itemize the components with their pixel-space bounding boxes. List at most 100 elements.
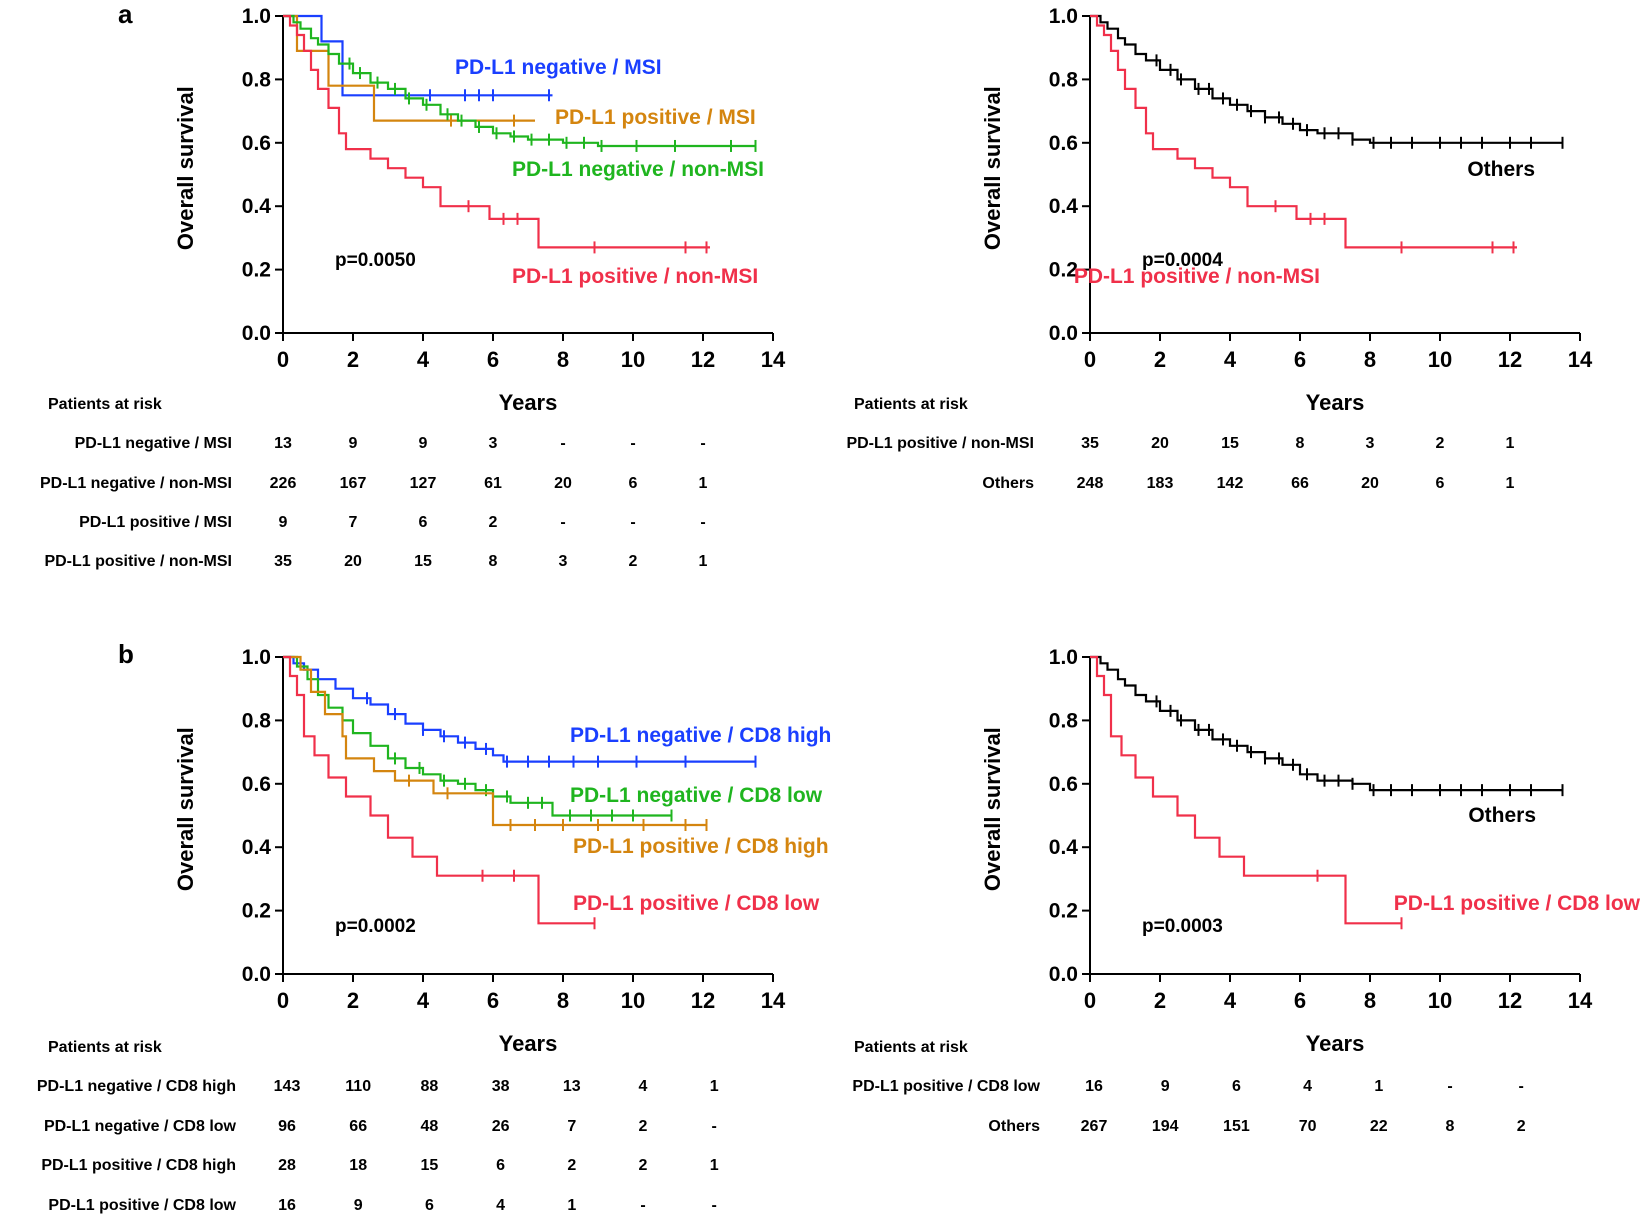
risk-count: 66 bbox=[1291, 475, 1309, 492]
curve-label: PD-L1 positive / CD8 high bbox=[573, 835, 829, 858]
risk-count: - bbox=[712, 1197, 717, 1214]
curve-label: Others bbox=[1468, 804, 1536, 827]
risk-count: 4 bbox=[639, 1078, 648, 1095]
x-tick-label: 8 bbox=[1364, 347, 1376, 372]
risk-count: 9 bbox=[1161, 1078, 1170, 1095]
x-tick-label: 8 bbox=[557, 347, 569, 372]
risk-count: - bbox=[1447, 1078, 1452, 1095]
risk-count: 6 bbox=[419, 514, 428, 531]
risk-count: 20 bbox=[344, 553, 362, 570]
y-tick-label: 0.8 bbox=[1049, 709, 1079, 732]
x-tick-label: 6 bbox=[487, 347, 499, 372]
panel-letter: a bbox=[118, 0, 133, 29]
risk-table-title: Patients at risk bbox=[48, 1039, 162, 1056]
risk-count: 8 bbox=[1296, 435, 1305, 452]
risk-count: 16 bbox=[278, 1197, 296, 1214]
y-tick-label: 0.6 bbox=[242, 132, 271, 155]
risk-row-label: PD-L1 positive / CD8 low bbox=[48, 1197, 236, 1214]
risk-count: 248 bbox=[1077, 475, 1104, 492]
risk-count: 6 bbox=[1232, 1078, 1241, 1095]
risk-count: 127 bbox=[410, 475, 437, 492]
x-tick-label: 6 bbox=[1294, 347, 1306, 372]
curve-label: PD-L1 negative / non-MSI bbox=[512, 158, 764, 181]
x-tick-label: 14 bbox=[1568, 988, 1593, 1013]
risk-count: 61 bbox=[484, 475, 502, 492]
risk-count: 151 bbox=[1223, 1118, 1250, 1135]
x-tick-label: 2 bbox=[347, 347, 359, 372]
risk-count: - bbox=[630, 435, 635, 452]
curve-pd-l1-positive-cd8-high bbox=[283, 655, 707, 827]
risk-count: 35 bbox=[274, 553, 292, 570]
risk-row-label: Others bbox=[982, 475, 1034, 492]
y-tick-label: 0.2 bbox=[242, 259, 271, 282]
risk-count: 194 bbox=[1152, 1118, 1179, 1135]
curve-label: PD-L1 positive / non-MSI bbox=[512, 265, 758, 288]
y-tick-label: 0.0 bbox=[1049, 963, 1078, 986]
curve-label: PD-L1 negative / CD8 low bbox=[570, 784, 823, 807]
x-tick-label: 8 bbox=[1364, 988, 1376, 1013]
risk-row-label: PD-L1 negative / CD8 low bbox=[44, 1118, 237, 1135]
risk-count: 3 bbox=[559, 553, 568, 570]
y-tick-label: 0.0 bbox=[242, 963, 271, 986]
curve-pd-l1-positive-cd8-low bbox=[1090, 655, 1402, 925]
risk-count: 4 bbox=[1303, 1078, 1312, 1095]
risk-count: 1 bbox=[699, 475, 708, 492]
risk-count: 2 bbox=[639, 1118, 648, 1135]
curve-label: PD-L1 positive / non-MSI bbox=[1074, 265, 1320, 288]
y-tick-label: 1.0 bbox=[242, 5, 271, 28]
risk-count: 3 bbox=[489, 435, 498, 452]
x-tick-label: 10 bbox=[1428, 347, 1452, 372]
curve-others bbox=[1090, 14, 1563, 144]
curve-pd-l1-negative-cd8-high bbox=[283, 655, 756, 763]
y-tick-label: 0.8 bbox=[242, 709, 272, 732]
x-tick-label: 10 bbox=[621, 988, 645, 1013]
x-tick-label: 2 bbox=[347, 988, 359, 1013]
curve-label: PD-L1 positive / CD8 low bbox=[573, 892, 820, 915]
risk-count: 1 bbox=[1506, 435, 1515, 452]
y-tick-label: 0.0 bbox=[242, 322, 271, 345]
x-tick-label: 6 bbox=[1294, 988, 1306, 1013]
y-axis-label: Overall survival bbox=[980, 727, 1005, 891]
y-axis-label: Overall survival bbox=[173, 86, 198, 250]
x-tick-label: 14 bbox=[1568, 347, 1593, 372]
x-tick-label: 14 bbox=[761, 988, 786, 1013]
risk-count: 1 bbox=[1374, 1078, 1383, 1095]
chart-panel-1: a0.00.20.40.60.81.00 2 4 6 8 10 12 14YearsOvera… bbox=[40, 0, 786, 570]
curve-pd-l1-negative-msi bbox=[283, 14, 553, 97]
risk-row-label: Others bbox=[988, 1118, 1040, 1135]
risk-count: 1 bbox=[567, 1197, 576, 1214]
x-tick-label: 2 bbox=[1154, 347, 1166, 372]
y-tick-label: 0.8 bbox=[242, 68, 272, 91]
p-value: p=0.0050 bbox=[335, 250, 416, 271]
risk-table-title: Patients at risk bbox=[48, 396, 162, 413]
curve-label: PD-L1 positive / MSI bbox=[555, 106, 756, 129]
risk-count: 1 bbox=[1506, 475, 1515, 492]
y-tick-label: 1.0 bbox=[242, 646, 271, 669]
risk-count: - bbox=[712, 1118, 717, 1135]
risk-count: 142 bbox=[1217, 475, 1244, 492]
x-tick-label: 4 bbox=[417, 347, 430, 372]
y-tick-label: 0.6 bbox=[1049, 132, 1078, 155]
risk-count: - bbox=[560, 435, 565, 452]
risk-count: - bbox=[560, 514, 565, 531]
y-tick-label: 1.0 bbox=[1049, 646, 1078, 669]
risk-count: - bbox=[630, 514, 635, 531]
y-tick-label: 0.4 bbox=[242, 195, 272, 218]
risk-row-label: PD-L1 positive / non-MSI bbox=[44, 553, 232, 570]
chart-panel-2: 0.00.20.40.60.81.00 2 4 6 8 10 12 14YearsOveral… bbox=[846, 5, 1593, 492]
risk-row-label: PD-L1 positive / CD8 low bbox=[852, 1078, 1040, 1095]
x-tick-label: 10 bbox=[1428, 988, 1452, 1013]
risk-count: 20 bbox=[1151, 435, 1169, 452]
risk-count: 2 bbox=[489, 514, 498, 531]
risk-count: 66 bbox=[349, 1118, 367, 1135]
risk-count: 183 bbox=[1147, 475, 1174, 492]
x-tick-label: 0 bbox=[277, 347, 289, 372]
chart-panel-4: 0.00.20.40.60.81.00 2 4 6 8 10 12 14YearsOveral… bbox=[852, 646, 1640, 1135]
y-tick-label: 0.0 bbox=[1049, 322, 1078, 345]
risk-count: 88 bbox=[421, 1078, 439, 1095]
risk-count: 15 bbox=[421, 1157, 439, 1174]
y-axis-label: Overall survival bbox=[173, 727, 198, 891]
x-tick-label: 0 bbox=[277, 988, 289, 1013]
risk-count: 167 bbox=[340, 475, 367, 492]
risk-count: 9 bbox=[279, 514, 288, 531]
